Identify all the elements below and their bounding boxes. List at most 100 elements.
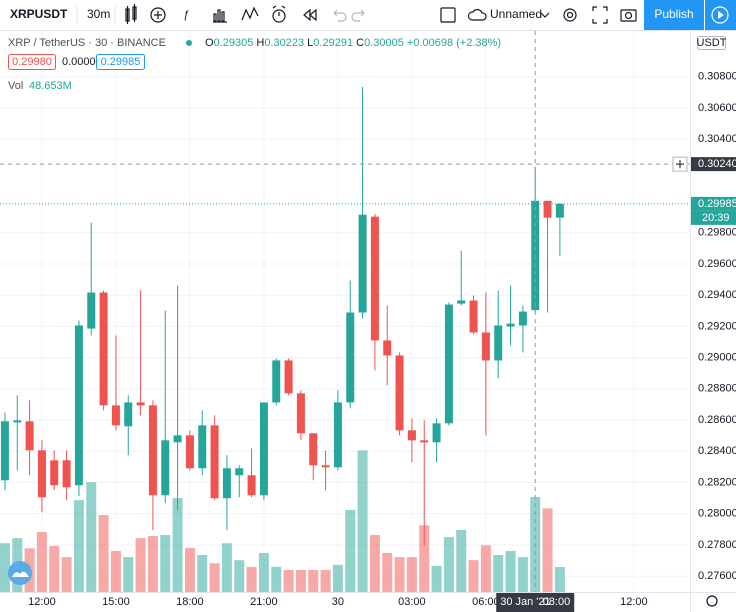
undo-icon[interactable] bbox=[333, 9, 347, 22]
dropdown-icon[interactable] bbox=[540, 12, 550, 18]
redo-icon[interactable] bbox=[351, 9, 365, 22]
candle-body bbox=[395, 355, 404, 431]
volume-bar bbox=[86, 482, 97, 592]
logo[interactable] bbox=[8, 561, 32, 585]
cloud-icon[interactable] bbox=[467, 9, 487, 21]
x-tick-label: 30 bbox=[332, 596, 344, 608]
candle-body bbox=[111, 405, 120, 426]
volume-bar bbox=[36, 531, 47, 592]
legend-title: XRP / TetherUS · 30 · BINANCE bbox=[8, 37, 166, 49]
bid-box[interactable] bbox=[8, 54, 56, 70]
snapshot-icon[interactable] bbox=[620, 9, 637, 22]
interval[interactable]: 30m bbox=[87, 7, 110, 21]
y-tick-label: 0.29000 bbox=[698, 352, 736, 364]
candle-body bbox=[62, 460, 71, 488]
ask-box[interactable] bbox=[96, 54, 145, 70]
x-tick-label: 06:00 bbox=[472, 596, 500, 608]
o-key: O bbox=[205, 37, 214, 49]
publish-label[interactable]: Publish bbox=[654, 7, 693, 21]
candle-body bbox=[383, 340, 392, 356]
volume-bar bbox=[431, 565, 442, 592]
volume-bar bbox=[542, 508, 553, 592]
currency-box[interactable] bbox=[697, 36, 726, 50]
templates-icon[interactable] bbox=[213, 9, 227, 23]
volume-bars bbox=[0, 450, 565, 592]
crosshair-time-label: 08:00 bbox=[543, 596, 571, 608]
volume-bar bbox=[61, 557, 72, 592]
axis-settings-icon[interactable] bbox=[706, 595, 718, 607]
play-triangle bbox=[718, 11, 724, 19]
y-tick-label: 0.27600 bbox=[698, 570, 736, 582]
candle-body bbox=[161, 440, 170, 496]
candle-body bbox=[198, 425, 207, 469]
y-tick-label: 0.30600 bbox=[698, 102, 736, 114]
y-tick-label: 0.29800 bbox=[698, 227, 736, 239]
fullscreen-icon[interactable] bbox=[592, 6, 608, 24]
candle-body bbox=[543, 200, 552, 218]
candle-body bbox=[346, 312, 355, 403]
snapshot-lens bbox=[624, 11, 633, 20]
y-tick-label: 0.30400 bbox=[698, 133, 736, 145]
candle-body bbox=[420, 440, 429, 443]
volume-bar bbox=[110, 550, 121, 592]
l-key: L bbox=[307, 37, 313, 49]
candle-body bbox=[481, 332, 490, 361]
toolbar bbox=[0, 0, 736, 30]
candle-body bbox=[284, 360, 293, 394]
candle-body bbox=[222, 468, 231, 499]
volume-bar bbox=[382, 552, 393, 592]
compare-icon[interactable] bbox=[241, 6, 259, 21]
alert-icon[interactable] bbox=[272, 5, 286, 23]
y-tick-label: 0.28000 bbox=[698, 508, 736, 520]
volume-bar bbox=[283, 569, 294, 592]
volume-bar bbox=[456, 529, 467, 592]
candle-body bbox=[494, 325, 503, 361]
volume-bar bbox=[246, 566, 257, 592]
currency: USDT bbox=[697, 37, 727, 49]
volume-bar bbox=[184, 547, 195, 592]
volume-bar bbox=[209, 563, 220, 592]
c-key: C bbox=[356, 37, 364, 49]
fx-icon[interactable]: ƒ bbox=[183, 9, 189, 21]
candle-body bbox=[247, 475, 256, 496]
layout-name[interactable]: Unnamed bbox=[490, 7, 542, 21]
candle-body bbox=[506, 323, 515, 327]
candle-body bbox=[333, 402, 342, 468]
indicator-add-icon[interactable] bbox=[150, 7, 166, 23]
candle-body bbox=[518, 311, 527, 326]
volume-bar bbox=[345, 509, 356, 592]
candle-body bbox=[124, 402, 133, 427]
x-tick-label: 12:00 bbox=[620, 596, 648, 608]
volume-bar bbox=[123, 557, 134, 592]
c-value: 0.30005 bbox=[364, 37, 404, 49]
y-tick-label: 0.29200 bbox=[698, 320, 736, 332]
candle-body bbox=[173, 435, 182, 443]
publish-button[interactable] bbox=[644, 0, 704, 30]
volume-bar bbox=[308, 569, 319, 592]
volume-bar bbox=[197, 555, 208, 592]
settings-icon[interactable] bbox=[563, 8, 577, 22]
y-tick-label: 0.28800 bbox=[698, 383, 736, 395]
layout-icon[interactable] bbox=[440, 7, 456, 23]
volume-bar bbox=[406, 557, 417, 592]
axes: 0.27600 0.27800 0.28000 0.28200 0.28400 0.286… bbox=[28, 71, 736, 612]
volume-bar bbox=[234, 560, 245, 592]
crosshair-price-box bbox=[691, 157, 736, 172]
volume-bar bbox=[468, 560, 479, 592]
replay-icon[interactable] bbox=[303, 8, 317, 22]
chart-type-icon[interactable] bbox=[125, 4, 137, 24]
volume-value: 48.653M bbox=[29, 80, 72, 92]
volume-bar bbox=[0, 543, 10, 592]
candle-body bbox=[555, 203, 564, 218]
candle-body bbox=[50, 460, 59, 486]
candle-body bbox=[444, 304, 453, 424]
x-tick-label: 21:00 bbox=[250, 596, 278, 608]
change: +0.00698 (+2.38%) bbox=[407, 37, 501, 49]
y-tick-label: 0.28200 bbox=[698, 476, 736, 488]
symbol[interactable]: XRPUSDT bbox=[10, 7, 68, 21]
candle-body bbox=[235, 468, 244, 476]
bid: 0.29980 bbox=[12, 56, 52, 68]
l-value: 0.29291 bbox=[313, 37, 353, 49]
candle-body bbox=[407, 430, 416, 441]
